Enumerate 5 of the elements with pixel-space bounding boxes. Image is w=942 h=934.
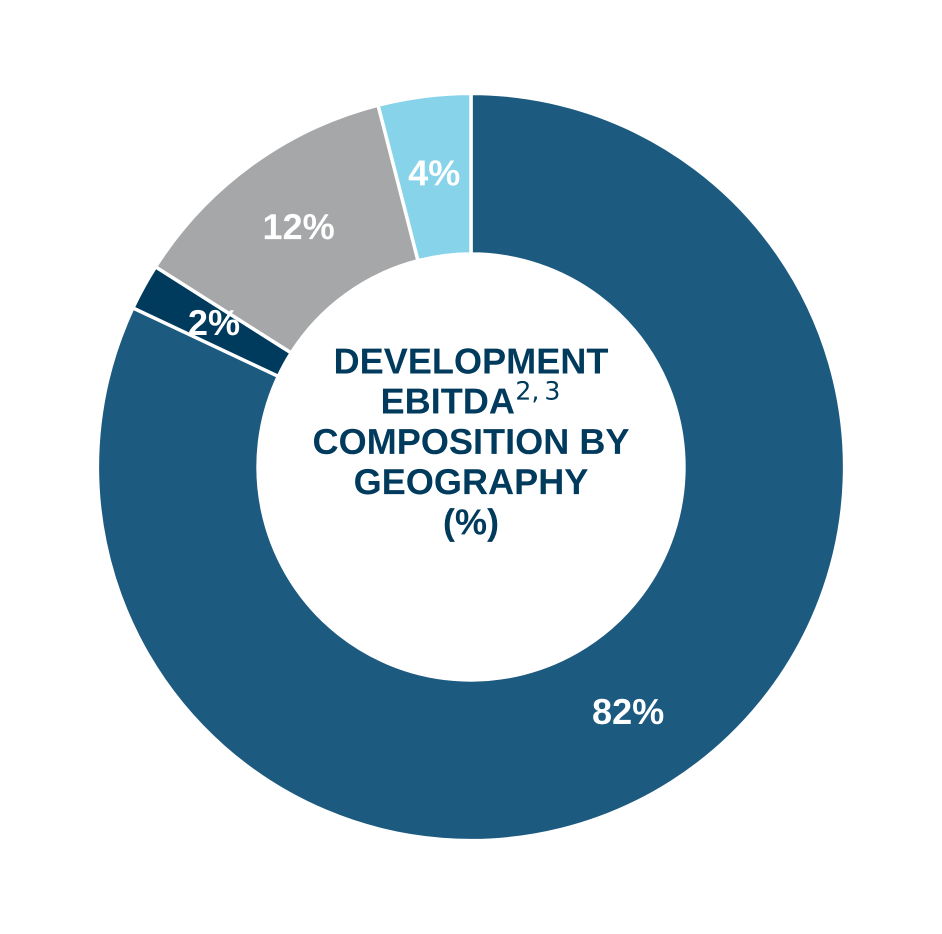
text: DEVELOPMENT EBITDA$^{2,3}$ COMPOSITION BY GEOGRAPHY (%) — [314, 348, 629, 542]
data-label: 4% — [408, 160, 460, 186]
data-label: 2% — [189, 310, 240, 336]
data-label: 12% — [264, 214, 334, 240]
data-label: 82% — [593, 698, 664, 724]
